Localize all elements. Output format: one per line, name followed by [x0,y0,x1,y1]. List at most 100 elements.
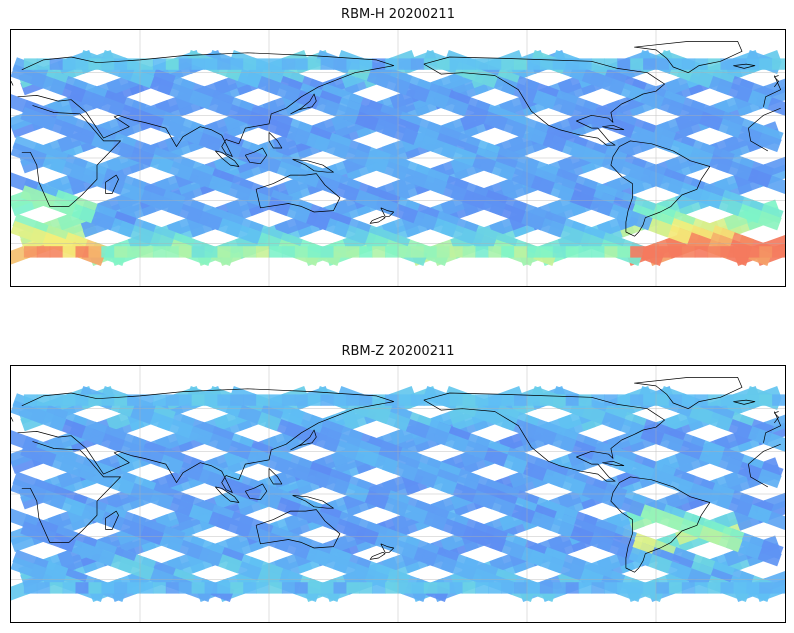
swath-band-cell [307,394,322,406]
swath-band-cell [217,394,231,406]
swath-band-cell [720,582,734,594]
swath-band-cell [23,394,38,406]
swath-band-cell [423,394,438,406]
swath-band-cell [127,582,141,594]
swath-band-cell [165,58,180,70]
swath-band-cell [114,58,128,70]
swath-band-cell [565,246,580,258]
coastline [21,105,781,207]
panel-title-rbm-z: RBM-Z 20200211 [341,344,455,359]
swath-band-cell [385,582,399,594]
swath-band-cell [333,582,347,594]
swath-band-cell [488,246,502,258]
swath-band-cell [127,58,141,70]
map-svg-rbm-z [11,366,785,622]
swath-band-cell [591,582,605,594]
swath-band-cell [462,58,476,70]
swath-band-cell [243,582,257,594]
coastline [290,429,317,451]
swath-band-cell [204,58,218,70]
swath-band-cell [694,58,709,70]
swath-band-cell [643,246,657,258]
swath-band-cell [372,246,386,258]
coastline [11,411,779,424]
swath-segment [11,508,39,531]
swath-band-cell [49,246,64,258]
swath-band-cell [591,246,605,258]
swath-band-cell [307,246,322,258]
swath-band-cell [256,58,270,70]
swath-band-cell [668,582,683,594]
swath-band-cell [217,58,231,70]
swath-band-cell [204,582,218,594]
swath-band-cell [578,58,593,70]
swath-band-cell [88,582,102,594]
swath-band-cell [539,582,554,594]
swath-band-cell [152,394,167,406]
swath-band-cell [656,394,670,406]
swath-band-cell [281,246,296,258]
swath-band-cell [514,246,528,258]
swath-band-cell [333,246,347,258]
coastline [255,509,341,549]
coastline [380,543,395,553]
swath-band-cell [410,246,425,258]
swath-band-cell [668,394,683,406]
coastline-layer [11,41,782,237]
swath-band-cell [88,58,102,70]
swath-band-cell [449,394,464,406]
map-svg-rbm-h [11,30,785,286]
swath-band-cell [539,246,554,258]
coastline [105,510,119,530]
swath-band-cell [539,58,554,70]
swath-band-cell [75,58,89,70]
swath-band-cell [88,394,102,406]
swath-band-cell [475,246,489,258]
swath-band-cell [462,582,476,594]
swath-band-cell [772,582,785,594]
swath-band-cell [398,246,412,258]
swath-band-cell [333,58,347,70]
swath-band-cell [746,58,760,70]
swath-segment [11,94,39,117]
swath-band-cell [294,58,309,70]
swath-band-cell [398,58,412,70]
swath-band-cell [178,58,193,70]
swath-band-cell [36,582,51,594]
swath-segment [12,549,49,574]
swath-band-cell [552,394,567,406]
swath-band-cell [604,582,618,594]
coastline [105,174,119,194]
swath-band-cell [372,58,386,70]
swath-band-cell [62,582,77,594]
swath-band-cell [539,394,554,406]
swath-segment [12,135,49,160]
swath-band-cell [617,246,631,258]
swath-band-cell [49,58,64,70]
swath-band-cell [733,582,747,594]
swath-band-cell [23,58,38,70]
swath-band-cell [385,394,399,406]
swath-band-cell [230,58,244,70]
coastline [380,207,395,217]
swath-band-cell [178,582,193,594]
coastline [268,468,283,485]
swath-band-cell [604,394,618,406]
swath-band-cell [346,58,360,70]
swath-segment [20,442,57,467]
swath-band-cell [565,394,580,406]
swath-band-cell [23,246,38,258]
swath-segment [12,471,49,496]
swath-band-cell [256,582,270,594]
swath-band-cell [204,394,218,406]
coastline [369,215,386,224]
coastline [369,551,386,560]
swath-band-cell [565,582,580,594]
swath-segment [11,220,47,245]
swath-band-cell [359,582,373,594]
map-panel-rbm-z [10,365,786,623]
swath-band-cell [140,58,154,70]
swath-band-cell [243,394,257,406]
swath-band-cell [720,58,734,70]
swath-band-cell [346,246,360,258]
